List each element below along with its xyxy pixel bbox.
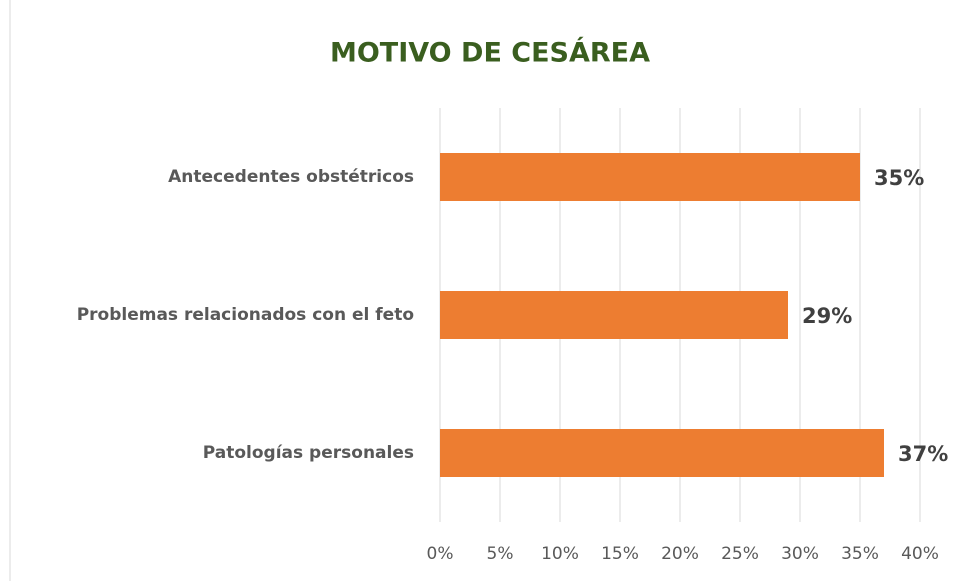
x-tick-label: 25% bbox=[721, 544, 759, 564]
x-tick-label: 0% bbox=[427, 544, 454, 564]
chart-title: MOTIVO DE CESÁREA bbox=[330, 37, 650, 69]
data-label: 35% bbox=[874, 166, 924, 190]
x-tick-label: 15% bbox=[601, 544, 639, 564]
bar bbox=[440, 429, 884, 477]
y-tick-label: Antecedentes obstétricos bbox=[168, 167, 414, 187]
x-tick-label: 30% bbox=[781, 544, 819, 564]
x-tick-label: 5% bbox=[487, 544, 514, 564]
y-tick-label: Patologías personales bbox=[203, 443, 414, 463]
y-tick-label: Problemas relacionados con el feto bbox=[77, 305, 414, 325]
bar bbox=[440, 291, 788, 339]
data-label: 37% bbox=[898, 442, 948, 466]
bar bbox=[440, 153, 860, 201]
x-tick-label: 20% bbox=[661, 544, 699, 564]
x-tick-label: 35% bbox=[841, 544, 879, 564]
x-tick-label: 40% bbox=[901, 544, 939, 564]
chart-frame bbox=[9, 0, 957, 581]
x-tick-label: 10% bbox=[541, 544, 579, 564]
data-label: 29% bbox=[802, 304, 852, 328]
